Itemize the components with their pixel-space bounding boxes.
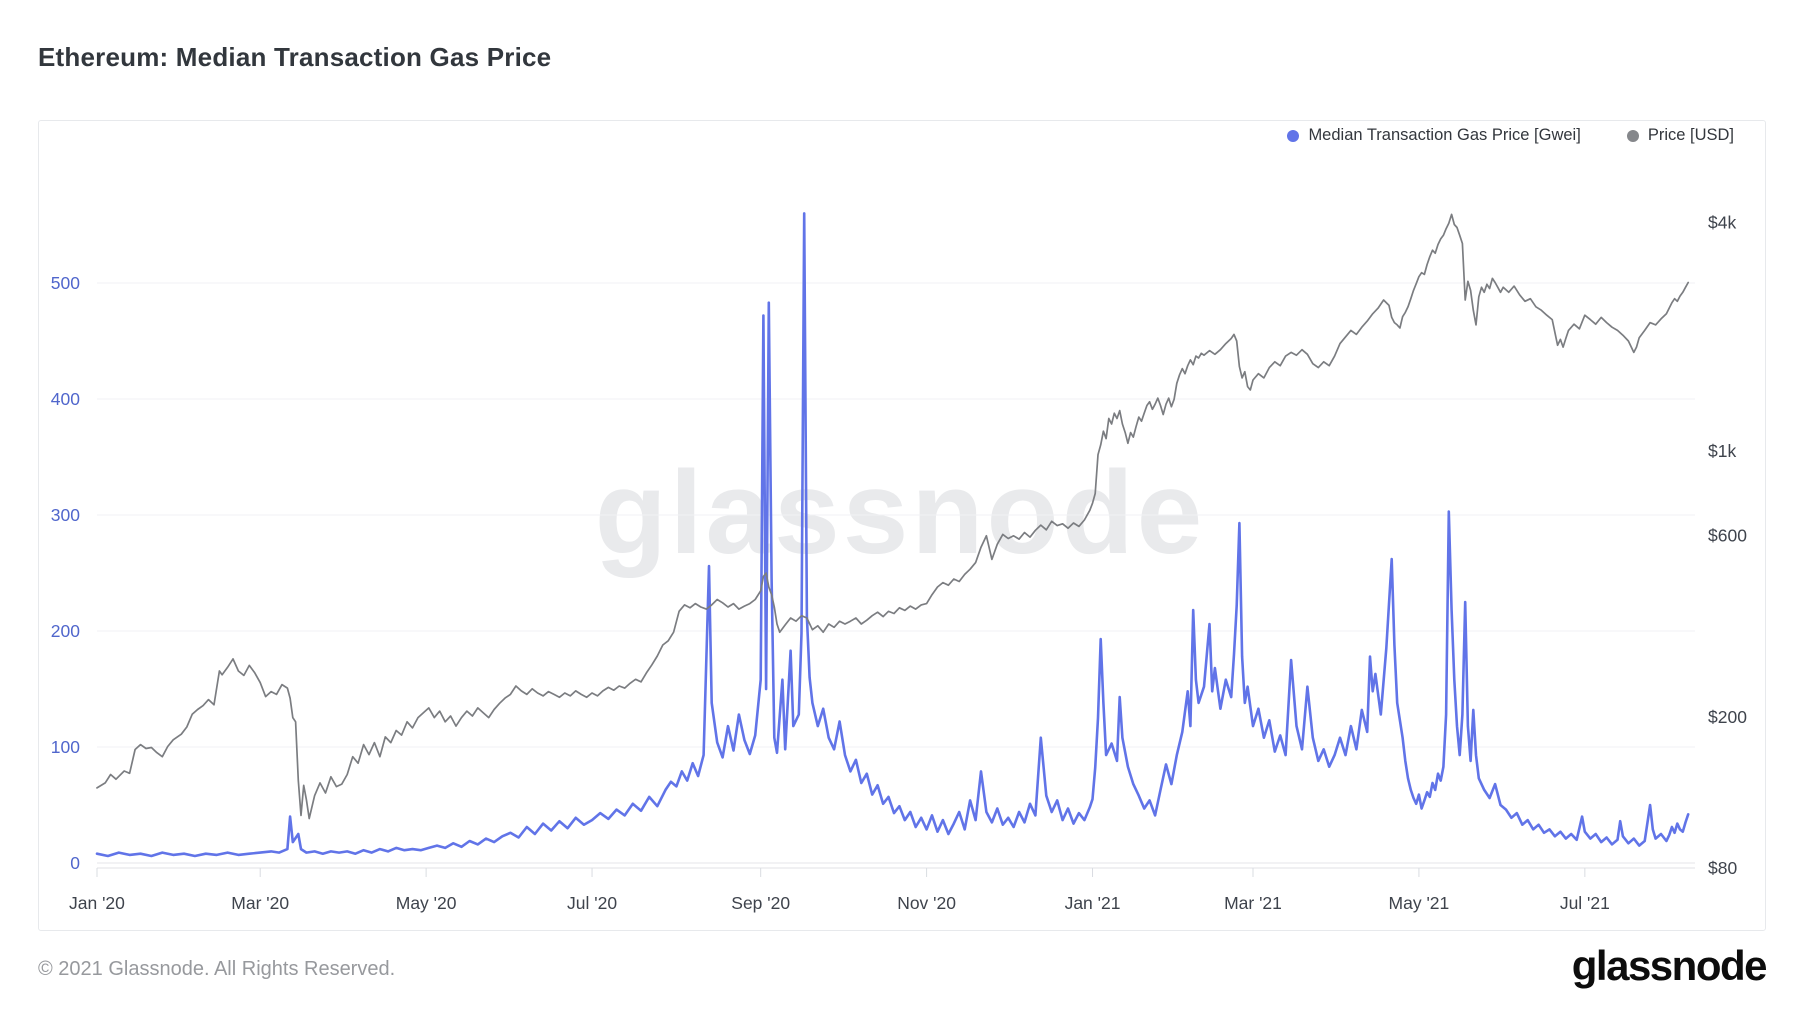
right-axis-tick-label: $4k [1708, 212, 1736, 232]
x-axis-tick-label: Jan '21 [1065, 893, 1121, 913]
left-axis-tick-label: 100 [51, 737, 80, 757]
price-usd-series-line [96, 213, 1690, 820]
legend-dot-gray-icon [1626, 129, 1639, 142]
legend-dot-blue-icon [1287, 129, 1300, 142]
x-axis-tick-label: Mar '21 [1224, 893, 1282, 913]
x-axis-tick-label: Sep '20 [731, 893, 790, 913]
page-title: Ethereum: Median Transaction Gas Price [38, 42, 552, 72]
gas-price-series-line [95, 212, 1690, 858]
right-axis-tick-label: $1k [1708, 441, 1736, 461]
left-axis-tick-label: 300 [51, 505, 80, 525]
legend-item-price-usd[interactable]: Price [USD] [1626, 126, 1734, 145]
legend-label-price-usd: Price [USD] [1647, 126, 1734, 144]
right-axis-tick-label: $600 [1708, 525, 1747, 545]
x-axis-tick-label: Mar '20 [231, 893, 289, 913]
x-axis-tick-label: Jul '20 [567, 893, 617, 913]
x-axis-tick-label: May '21 [1389, 893, 1450, 913]
x-axis-tick-label: Nov '20 [897, 893, 956, 913]
chart-panel [38, 120, 1766, 931]
left-axis-tick-label: 200 [51, 621, 80, 641]
left-axis-tick-label: 400 [51, 389, 80, 409]
glassnode-logo: glassnode [1571, 942, 1768, 989]
right-axis-tick-label: $200 [1708, 707, 1747, 727]
legend-label-gas-price: Median Transaction Gas Price [Gwei] [1308, 126, 1581, 144]
chart-legend: Median Transaction Gas Price [Gwei] Pric… [1287, 126, 1734, 145]
left-axis-tick-label: 0 [70, 853, 80, 873]
left-axis-tick-label: 500 [51, 273, 80, 293]
copyright-text: © 2021 Glassnode. All Rights Reserved. [38, 958, 396, 980]
x-axis-tick-label: Jan '20 [69, 893, 125, 913]
right-axis-tick-label: $80 [1708, 858, 1737, 878]
x-axis-tick-label: May '20 [396, 893, 457, 913]
x-axis-tick-label: Jul '21 [1560, 893, 1610, 913]
legend-item-gas-price[interactable]: Median Transaction Gas Price [Gwei] [1287, 126, 1581, 145]
